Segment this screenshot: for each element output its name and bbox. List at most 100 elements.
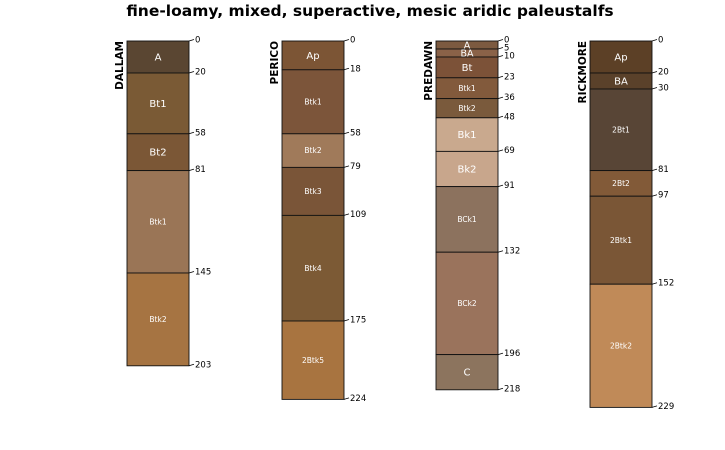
depth-label: 0: [504, 36, 509, 46]
depth-label: 58: [195, 128, 206, 138]
depth-label: 48: [504, 112, 515, 122]
depth-label: 175: [350, 316, 366, 326]
depth-tick: [343, 39, 350, 42]
horizon-label: Ap: [306, 51, 319, 62]
depth-label: 145: [195, 268, 211, 278]
depth-tick: [188, 71, 195, 74]
horizon-rect: [435, 150, 499, 188]
depth-tick: [497, 387, 504, 391]
depth-tick: [343, 165, 350, 168]
horizon-label: A: [155, 53, 162, 64]
depth-tick: [188, 271, 195, 274]
depth-tick: [343, 397, 350, 400]
horizon-label: Ap: [614, 53, 627, 64]
horizon-rect: [126, 72, 190, 135]
depth-label: 0: [195, 36, 200, 46]
depth-tick: [651, 168, 658, 171]
depth-label: 224: [350, 394, 366, 404]
horizon-label: Btk1: [304, 97, 321, 106]
horizon-rect: [589, 170, 653, 197]
depth-tick: [651, 194, 658, 197]
horizon-label: 2Btk2: [610, 341, 632, 350]
horizon-rect: [126, 170, 190, 274]
horizon-label: Btk1: [149, 217, 166, 226]
depth-label: 97: [658, 191, 669, 201]
horizon-label: Bt: [462, 63, 473, 74]
depth-tick: [651, 282, 658, 285]
depth-label: 20: [195, 68, 206, 78]
depth-tick: [343, 131, 350, 135]
horizon-rect: [281, 133, 345, 168]
horizon-label: Bk2: [457, 165, 476, 176]
horizon-rect: [589, 88, 653, 172]
depth-tick: [497, 149, 504, 152]
depth-tick: [188, 39, 195, 42]
depth-label: 229: [658, 402, 674, 412]
depth-tick: [651, 71, 658, 74]
depth-label: 58: [350, 128, 361, 138]
figure-title: fine-loamy, mixed, superactive, mesic ar…: [126, 2, 613, 20]
depth-label: 81: [195, 165, 206, 175]
horizon-label: 2Bt2: [612, 179, 630, 188]
depth-label: 109: [350, 210, 366, 220]
horizon-rect: [281, 40, 345, 71]
horizon-rect: [281, 320, 345, 400]
horizon-label: Btk2: [304, 146, 321, 155]
horizon-rect: [589, 40, 653, 74]
depth-label: 69: [504, 146, 515, 156]
horizon-rect: [281, 214, 345, 322]
horizon-rect: [126, 40, 190, 74]
depth-label: 18: [350, 64, 361, 74]
depth-tick: [497, 96, 504, 99]
depth-label: 5: [504, 44, 509, 54]
profile-perico: PERICO Ap Btk1 Btk2 Btk3 Btk4 2Btk5 0 18 58 79 109 1…: [269, 36, 366, 404]
horizon-label: C: [464, 368, 471, 379]
depth-label: 10: [504, 52, 515, 62]
depth-tick: [497, 55, 504, 58]
horizon-label: Btk1: [458, 84, 475, 93]
depth-label: 36: [504, 93, 515, 103]
profile-name: RICKMORE: [577, 41, 589, 103]
depth-tick: [188, 131, 195, 135]
depth-tick: [497, 250, 504, 253]
depth-tick: [497, 184, 504, 187]
depth-label: 0: [658, 36, 663, 46]
horizon-label: BA: [614, 77, 628, 88]
depth-label: 79: [350, 162, 361, 172]
depth-label: 81: [658, 165, 669, 175]
depth-tick: [343, 213, 350, 216]
depth-tick: [497, 352, 504, 355]
horizon-label: BCk1: [457, 215, 477, 224]
horizon-label: 2Btk1: [610, 236, 632, 245]
depth-label: 20: [658, 68, 669, 78]
depth-label: 218: [504, 384, 520, 394]
horizon-rect: [435, 354, 499, 391]
profile-name: PREDAWN: [423, 41, 435, 101]
horizon-label: 2Btk5: [302, 356, 324, 365]
depth-tick: [497, 115, 504, 119]
depth-label: 152: [658, 279, 674, 289]
depth-label: 196: [504, 349, 520, 359]
horizon-rect: [126, 133, 190, 172]
horizon-label: Bk1: [457, 130, 476, 141]
profile-rickmore: RICKMORE Ap BA 2Bt1 2Bt2 2Btk1 2Btk2 0 20 30 81 97 1…: [577, 36, 674, 412]
horizon-label: BA: [460, 48, 474, 59]
horizon-rect: [126, 272, 190, 367]
depth-tick: [343, 319, 350, 322]
horizon-rect: [589, 283, 653, 408]
horizon-label: Bt1: [149, 99, 166, 110]
depth-label: 23: [504, 72, 515, 82]
profiles-group: DALLAM ABt1Bt2Btk1Btk20205881145203PERICO…: [114, 36, 674, 412]
depth-tick: [188, 363, 195, 367]
horizon-label: Btk2: [458, 104, 475, 113]
depth-tick: [497, 47, 504, 50]
depth-tick: [343, 67, 350, 71]
horizon-label: Btk2: [149, 315, 166, 324]
horizon-label: BCk2: [457, 299, 477, 308]
depth-tick: [188, 168, 195, 171]
profile-name: PERICO: [269, 41, 281, 85]
horizon-label: 2Bt1: [612, 125, 630, 134]
profile-dallam: DALLAM A Bt1 Bt2 Btk1 Btk2 0 20 58 81 145 203: [114, 36, 211, 371]
